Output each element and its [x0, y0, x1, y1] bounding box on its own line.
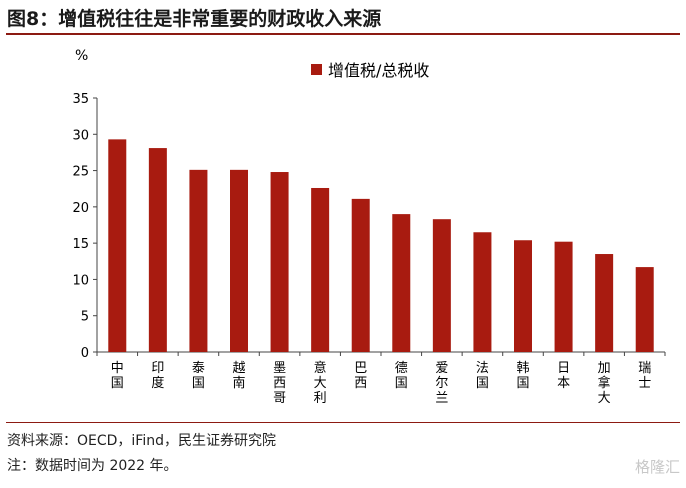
bar-2	[148, 148, 167, 352]
x-category-label: 加拿大	[598, 361, 611, 406]
x-category-label: 巴西	[354, 361, 367, 391]
y-tick-label: 20	[72, 201, 89, 216]
source-note: 资料来源：OECD，iFind，民生证券研究院	[7, 433, 276, 449]
y-tick-label: 0	[81, 346, 89, 361]
bar-11	[514, 240, 532, 352]
bar-13	[595, 254, 614, 352]
bar-4	[230, 169, 248, 352]
bar-14	[635, 267, 654, 352]
x-category-label: 法国	[476, 361, 489, 391]
x-category-label: 意大利	[314, 360, 327, 406]
bar-9	[432, 219, 451, 352]
y-tick-label: 30	[72, 128, 89, 143]
x-category-label: 韩国	[516, 361, 529, 391]
y-tick-label: 5	[81, 310, 89, 325]
bar-1	[108, 139, 127, 352]
figure-title: 图8：增值税往往是非常重要的财政收入来源	[7, 8, 382, 30]
y-tick-label: 35	[72, 92, 89, 107]
x-category-label: 墨西哥	[273, 361, 286, 406]
footer-rule	[6, 422, 680, 423]
x-category-label: 泰国	[192, 361, 205, 391]
x-category-label: 日本	[557, 361, 570, 391]
x-category-label: 德国	[395, 361, 408, 391]
x-category-label: 瑞士	[638, 361, 651, 391]
legend-swatch	[311, 63, 322, 75]
chart-legend: 增值税/总税收	[311, 57, 429, 81]
x-category-label: 印度	[151, 361, 164, 391]
bar-3	[189, 169, 208, 352]
watermark-logo: 格隆汇	[634, 458, 680, 476]
x-category-label: 中国	[111, 361, 124, 391]
x-category-label: 越南	[232, 361, 245, 391]
y-unit-label: %	[75, 48, 89, 64]
bar-5	[270, 172, 289, 352]
y-tick-label: 10	[72, 273, 89, 288]
title-rule	[6, 33, 680, 35]
y-tick-label: 25	[72, 165, 89, 180]
y-tick-label: 15	[72, 237, 89, 252]
bar-6	[311, 187, 330, 352]
bar-8	[392, 214, 411, 352]
footnote: 注：数据时间为 2022 年。	[7, 458, 178, 474]
bar-10	[473, 232, 492, 352]
x-category-label: 爱尔兰	[435, 361, 448, 406]
legend-label: 增值税/总税收	[328, 61, 430, 80]
bar-7	[351, 198, 370, 352]
bar-12	[554, 241, 573, 352]
